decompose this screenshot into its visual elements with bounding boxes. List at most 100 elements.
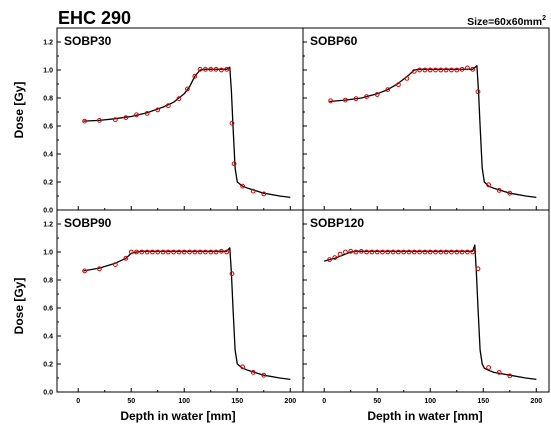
- measured-dose-point: [343, 249, 348, 255]
- measured-dose-point: [438, 67, 444, 73]
- measured-dose-point: [139, 249, 145, 255]
- measured-dose-point: [155, 249, 161, 255]
- y-tick-label: 0.2: [43, 362, 53, 369]
- measured-dose-point: [454, 249, 460, 255]
- measured-dose-point: [396, 82, 401, 88]
- measured-dose-point: [427, 67, 433, 73]
- measured-dose-point: [261, 191, 267, 197]
- y-tick-label: 0.8: [43, 278, 53, 285]
- measured-dose-point: [224, 66, 230, 72]
- y-tick-label: 0.6: [43, 306, 53, 313]
- x-tick-label: 0: [76, 398, 80, 405]
- measured-dose-point: [224, 249, 230, 255]
- measured-dose-point: [203, 66, 208, 72]
- panel-frame: [302, 27, 550, 211]
- measured-dose-point: [364, 94, 370, 99]
- measured-dose-point: [328, 98, 334, 104]
- measured-dose-point: [250, 370, 256, 375]
- measured-dose-point: [97, 118, 102, 123]
- panel-frame: [56, 27, 304, 211]
- measured-dose-point: [353, 96, 359, 102]
- measured-dose-point: [82, 268, 87, 274]
- measured-dose-point: [150, 249, 155, 255]
- measured-dose-point: [411, 249, 417, 255]
- panel-group: SOBP30 0.0 0.2 0.4 0.6 0.8 1.0 1.2 SOBP60 SOBP90 0…: [43, 27, 550, 405]
- panel-2: SOBP60: [302, 27, 550, 211]
- y-tick-label: 1.2: [43, 40, 53, 47]
- measured-dose-point: [486, 365, 492, 370]
- x-tick-label: 150: [231, 398, 243, 405]
- panel-title: SOBP120: [310, 216, 364, 230]
- panel-title: SOBP90: [64, 216, 112, 230]
- measured-dose-point: [208, 66, 214, 72]
- measured-dose-point: [401, 249, 407, 255]
- measured-dose-point: [343, 97, 348, 103]
- y-tick-label: 1.0: [43, 68, 53, 75]
- measured-dose-point: [134, 112, 139, 118]
- measured-dose-point: [496, 370, 502, 375]
- measured-dose-point: [261, 372, 267, 378]
- y-tick-label: 0.2: [43, 180, 53, 187]
- x-tick-label: 50: [373, 398, 381, 405]
- y-tick-label: 0.0: [43, 208, 53, 215]
- measured-dose-point: [144, 111, 150, 116]
- measured-dose-point: [374, 92, 380, 97]
- measured-dose-point: [97, 266, 102, 272]
- panel-1: SOBP30 0.0 0.2 0.4 0.6 0.8 1.0 1.2: [43, 27, 304, 215]
- measured-dose-point: [176, 249, 182, 255]
- measured-dose-point: [374, 249, 380, 255]
- measured-dose-point: [486, 182, 492, 188]
- measured-dose-point: [240, 364, 246, 370]
- calculated-dose-curve: [83, 247, 291, 381]
- measured-dose-point: [496, 188, 502, 193]
- measured-dose-point: [443, 249, 449, 255]
- calculated-dose-curve: [83, 66, 291, 199]
- measured-dose-point: [422, 249, 428, 255]
- figure-title: EHC 290: [58, 8, 131, 28]
- size-label: Size=60x60mm2: [467, 15, 546, 28]
- x-tick-label: 150: [477, 398, 489, 405]
- measured-dose-point: [459, 249, 465, 255]
- measured-dose-point: [208, 249, 214, 255]
- x-tick-label: 200: [530, 398, 542, 405]
- measured-dose-point: [465, 249, 470, 255]
- measured-dose-point: [358, 248, 364, 254]
- measured-dose-point: [240, 183, 246, 189]
- measured-dose-point: [197, 249, 203, 255]
- measured-dose-point: [160, 249, 166, 255]
- measured-dose-point: [369, 249, 375, 255]
- measured-dose-point: [213, 66, 219, 72]
- x-tick-label: 0: [322, 398, 326, 405]
- measured-dose-point: [155, 107, 161, 113]
- measured-dose-point: [197, 66, 203, 72]
- measured-dose-point: [427, 249, 433, 255]
- calculated-dose-curve: [329, 65, 537, 199]
- measured-dose-point: [134, 249, 139, 255]
- measured-dose-point: [433, 67, 438, 73]
- measured-dose-point: [112, 262, 118, 268]
- measured-dose-point: [181, 249, 187, 255]
- panel-3: SOBP90 0.0 0.2 0.4 0.6 0.8 1.0 1.2 0 50 100 150 200: [43, 209, 304, 405]
- measured-dose-point: [433, 249, 438, 255]
- measured-dose-point: [348, 248, 354, 254]
- measured-dose-point: [123, 115, 129, 120]
- size-label-text: Size=60x60mm: [467, 16, 542, 28]
- y-tick-label: 0.0: [43, 390, 53, 397]
- measured-dose-point: [385, 87, 391, 92]
- size-label-superscript: 2: [542, 15, 546, 22]
- panel-frame: [302, 209, 550, 393]
- measured-dose-point: [449, 249, 454, 255]
- y-tick-label: 0.6: [43, 124, 53, 131]
- measured-dose-point: [213, 249, 219, 255]
- measured-dose-point: [327, 257, 332, 263]
- y-tick-label: 0.4: [43, 152, 53, 159]
- measured-dose-point: [475, 89, 481, 95]
- measured-dose-point: [404, 76, 410, 81]
- y-tick-label: 1.0: [43, 250, 53, 257]
- measured-dose-point: [507, 190, 513, 196]
- measured-dose-point: [219, 248, 224, 254]
- x-tick-label: 100: [178, 398, 190, 405]
- measured-dose-point: [396, 249, 401, 255]
- y-tick-label: 0.8: [43, 96, 53, 103]
- measured-dose-point: [385, 249, 391, 255]
